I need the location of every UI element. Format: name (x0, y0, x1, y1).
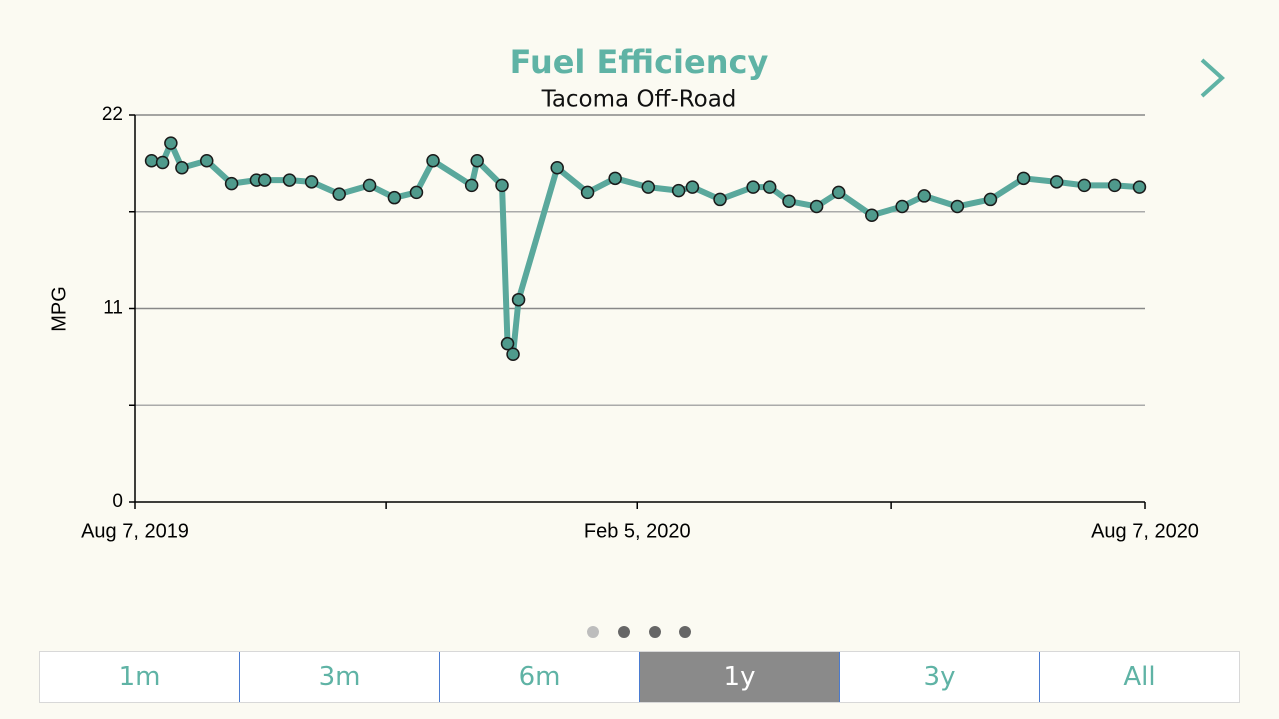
data-point (713, 192, 727, 207)
data-point (409, 185, 424, 200)
data-point (1016, 171, 1031, 186)
data-point (464, 178, 479, 193)
y-tick-label: 0 (112, 491, 123, 512)
chart-title: Fuel Efficiency (510, 43, 769, 81)
data-point (144, 153, 159, 168)
data-point (685, 180, 700, 194)
next-chevron[interactable] (1200, 58, 1225, 98)
data-point (511, 292, 526, 307)
data-point (782, 194, 796, 208)
data-point (500, 336, 515, 351)
data-point (155, 155, 170, 170)
data-point (304, 175, 319, 189)
data-point (1077, 178, 1092, 193)
data-point (762, 180, 777, 194)
data-point (362, 178, 377, 193)
page-dot (618, 626, 630, 638)
page-dot (587, 626, 599, 638)
data-point (426, 153, 440, 168)
data-point (1049, 175, 1064, 189)
data-point (387, 190, 402, 205)
data-point (746, 180, 760, 194)
chart: Fuel Efficiency Tacoma Off-Road MPG 0 11 2… (48, 43, 1225, 638)
page-dot (679, 626, 691, 638)
data-point (282, 173, 297, 187)
y-axis-label: MPG (48, 286, 70, 332)
range-selector: 1m 3m 6m 1y 3y All (39, 651, 1240, 703)
range-button[interactable]: 3y (839, 652, 1039, 702)
data-point (470, 153, 484, 168)
x-tick-label: Feb 5, 2020 (584, 520, 691, 542)
data-point (175, 161, 189, 175)
data-point (809, 199, 824, 214)
range-button[interactable]: 6m (439, 652, 639, 702)
range-button[interactable]: 1y (639, 652, 839, 702)
data-point (865, 208, 879, 223)
data-line (151, 140, 1140, 358)
data-point (332, 187, 346, 201)
data-point (495, 178, 509, 193)
x-tick-label: Aug 7, 2019 (81, 520, 189, 542)
y-tick-label: 22 (102, 104, 123, 125)
data-point (950, 199, 965, 214)
data-point (506, 347, 520, 361)
range-button[interactable]: 3m (239, 652, 439, 702)
data-point (917, 189, 931, 203)
range-button[interactable]: All (1039, 652, 1239, 702)
x-tick-label: Aug 7, 2020 (1091, 520, 1199, 542)
data-point (199, 153, 214, 168)
page-dot (649, 626, 661, 638)
data-point (1132, 180, 1147, 194)
y-tick-label: 11 (103, 298, 123, 319)
data-point (608, 171, 622, 186)
data-point (641, 180, 656, 194)
data-point (671, 183, 686, 198)
data-point (164, 136, 178, 150)
data-point (1107, 178, 1122, 193)
data-point (224, 176, 239, 191)
data-point (983, 192, 998, 207)
chart-subtitle: Tacoma Off-Road (541, 87, 737, 113)
data-point (257, 173, 272, 187)
data-point (895, 199, 909, 214)
data-point (550, 161, 564, 175)
data-point (580, 185, 595, 200)
range-button[interactable]: 1m (118, 662, 161, 692)
data-point (831, 185, 846, 200)
